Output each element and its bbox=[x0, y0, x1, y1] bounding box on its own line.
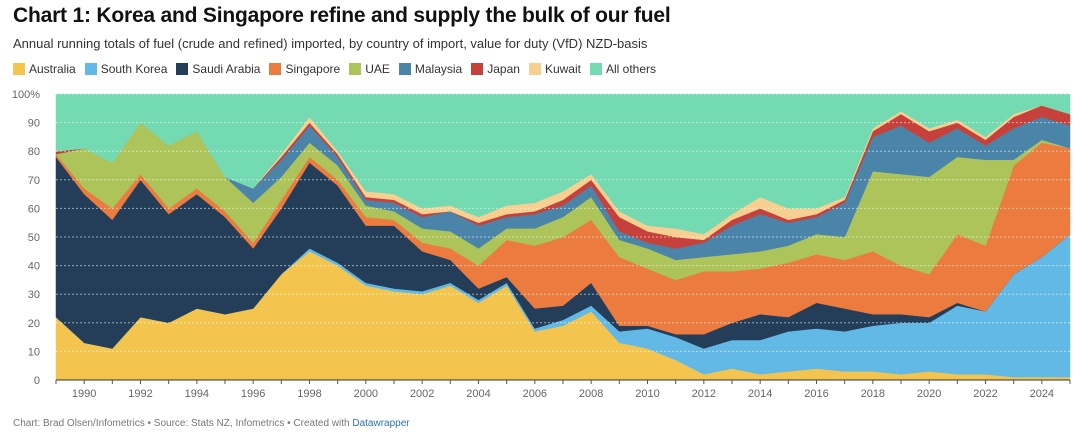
x-tick-label: 2008 bbox=[579, 388, 603, 400]
legend-item: Singapore bbox=[269, 62, 340, 76]
legend-label: Saudi Arabia bbox=[192, 62, 261, 76]
x-tick-label: 2022 bbox=[973, 388, 997, 400]
x-tick-label: 2012 bbox=[692, 388, 716, 400]
legend-item: Malaysia bbox=[398, 62, 463, 76]
legend-label: Singapore bbox=[285, 62, 341, 76]
legend-item: Kuwait bbox=[528, 62, 581, 76]
y-tick-label: 60 bbox=[28, 203, 40, 215]
legend-swatch bbox=[398, 63, 411, 75]
legend-swatch bbox=[349, 63, 362, 75]
legend-item: All others bbox=[589, 62, 656, 76]
x-tick-label: 1990 bbox=[72, 388, 96, 400]
legend-swatch bbox=[176, 63, 189, 75]
y-tick-label: 70 bbox=[28, 175, 40, 187]
legend-swatch bbox=[84, 63, 97, 75]
legend-item: Japan bbox=[471, 62, 520, 76]
x-tick-label: 1992 bbox=[128, 388, 152, 400]
x-tick-label: 1994 bbox=[185, 388, 209, 400]
chart-footer: Chart: Brad Olsen/Infometrics • Source: … bbox=[13, 418, 410, 429]
legend-label: South Korea bbox=[100, 62, 168, 76]
x-tick-label: 2020 bbox=[917, 388, 941, 400]
legend-swatch bbox=[13, 63, 25, 75]
chart-title: Chart 1: Korea and Singapore refine and … bbox=[13, 4, 671, 27]
area-layers bbox=[55, 93, 1071, 381]
legend-item: Saudi Arabia bbox=[176, 62, 260, 76]
chart-legend: Australia South Korea Saudi Arabia Singapor… bbox=[13, 62, 665, 76]
x-tick-label: 2010 bbox=[635, 388, 659, 400]
x-tick-label: 2006 bbox=[523, 388, 547, 400]
x-tick-label: 2004 bbox=[466, 388, 490, 400]
chart-subtitle: Annual running totals of fuel (crude and… bbox=[13, 36, 648, 51]
x-tick-label: 2024 bbox=[1030, 388, 1054, 400]
x-tick-label: 2016 bbox=[804, 388, 828, 400]
y-tick-label: 100% bbox=[12, 89, 40, 101]
area-series-all-others bbox=[55, 93, 1071, 235]
x-tick-label: 1996 bbox=[241, 388, 265, 400]
y-tick-label: 30 bbox=[28, 289, 40, 301]
legend-label: Malaysia bbox=[414, 62, 463, 76]
footer-credit: Chart: Brad Olsen/Infometrics • Source: … bbox=[13, 418, 353, 429]
y-tick-label: 80 bbox=[28, 146, 40, 158]
legend-label: Kuwait bbox=[544, 62, 581, 76]
y-tick-label: 0 bbox=[34, 375, 40, 387]
datawrapper-link[interactable]: Datawrapper bbox=[352, 418, 410, 429]
y-tick-label: 10 bbox=[28, 346, 40, 358]
legend-item: South Korea bbox=[84, 62, 168, 76]
legend-swatch bbox=[471, 63, 484, 75]
y-tick-label: 40 bbox=[28, 261, 40, 273]
y-tick-label: 50 bbox=[28, 232, 40, 244]
legend-item: UAE bbox=[349, 62, 390, 76]
legend-item: Australia bbox=[13, 62, 76, 76]
legend-label: Australia bbox=[29, 62, 76, 76]
x-tick-label: 2002 bbox=[410, 388, 434, 400]
legend-swatch bbox=[269, 63, 282, 75]
legend-label: UAE bbox=[365, 62, 390, 76]
x-tick-label: 2018 bbox=[861, 388, 885, 400]
legend-label: Japan bbox=[487, 62, 520, 76]
y-tick-label: 20 bbox=[28, 318, 40, 330]
x-axis: 1990 1992 1994 1996 1998 2000 2002 2004 2006 2008… bbox=[55, 380, 1071, 400]
legend-swatch bbox=[528, 63, 541, 75]
legend-swatch bbox=[589, 63, 602, 75]
x-tick-label: 2000 bbox=[354, 388, 378, 400]
x-tick-label: 2014 bbox=[748, 388, 772, 400]
legend-label: All others bbox=[605, 62, 656, 76]
x-tick-label: 1998 bbox=[297, 388, 321, 400]
y-tick-label: 90 bbox=[28, 118, 40, 130]
